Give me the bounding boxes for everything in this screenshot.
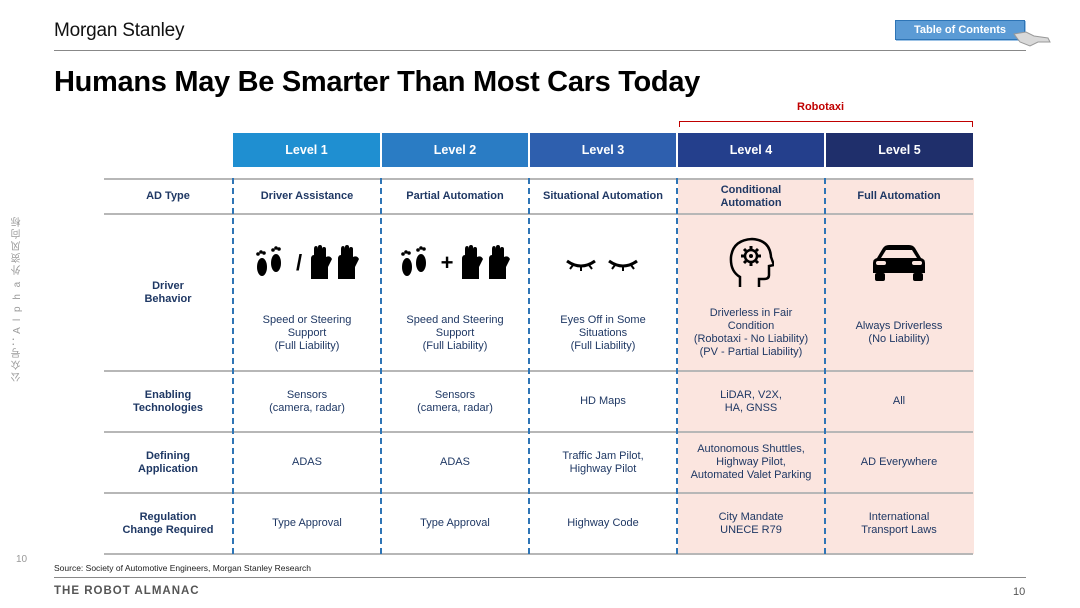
column-divider xyxy=(824,178,826,554)
enabling-tech-cell: Sensors (camera, radar) xyxy=(269,388,345,414)
hands-icon xyxy=(311,245,360,279)
robotaxi-label: Robotaxi xyxy=(797,101,845,113)
robotaxi-highlight xyxy=(678,178,974,554)
enabling-tech-cell: Sensors (camera, radar) xyxy=(417,388,493,414)
feet-icon xyxy=(256,246,281,276)
application-cell: ADAS xyxy=(292,456,322,468)
level-5-icons xyxy=(825,238,973,288)
car-icon xyxy=(873,245,925,281)
enabling-tech-cell: HD Maps xyxy=(580,395,626,407)
bottom-divider xyxy=(54,577,1026,578)
level-1-header: Level 1 xyxy=(233,133,380,167)
column-divider xyxy=(380,178,382,554)
level-3-icons xyxy=(529,238,677,288)
footer-title: THE ROBOT ALMANAC xyxy=(54,585,200,597)
feet-icon xyxy=(400,246,426,276)
driver-behavior-cell: Speed and Steering Support (Full Liabili… xyxy=(406,313,504,352)
row-divider xyxy=(104,431,973,433)
application-cell: Autonomous Shuttles, Highway Pilot, Auto… xyxy=(690,443,812,481)
table-of-contents-button[interactable]: Table of Contents xyxy=(895,20,1025,40)
row-divider xyxy=(104,492,973,494)
ad-type-cell: Conditional Automation xyxy=(720,183,782,209)
separator-plus: + xyxy=(440,250,454,275)
driver-behavior-cell: Always Driverless (No Liability) xyxy=(855,320,943,345)
row-divider xyxy=(104,553,973,555)
enabling-tech-cell: All xyxy=(892,395,906,407)
brain-gear-icon xyxy=(729,237,774,287)
page-number: 10 xyxy=(1013,586,1026,598)
column-divider xyxy=(676,178,678,554)
ad-type-cell: Full Automation xyxy=(857,190,941,202)
row-label-defining-application: Defining Application xyxy=(138,449,198,475)
regulation-cell: Type Approval xyxy=(272,517,342,529)
regulation-cell: Highway Code xyxy=(567,517,639,529)
robotaxi-bracket xyxy=(679,121,973,127)
level-4-header: Level 4 xyxy=(678,133,824,167)
enabling-tech-cell: LiDAR, V2X, HA, GNSS xyxy=(720,388,782,414)
column-divider xyxy=(232,178,234,554)
source-note: Source: Society of Automotive Engineers,… xyxy=(54,563,312,573)
application-cell: AD Everywhere xyxy=(860,456,938,468)
application-cell: Traffic Jam Pilot, Highway Pilot xyxy=(562,449,644,475)
brand-logo: Morgan Stanley xyxy=(54,20,185,41)
driver-behavior-cell: Speed or Steering Support (Full Liabilit… xyxy=(262,313,352,352)
separator-slash: / xyxy=(295,250,303,275)
level-2-icons: + xyxy=(381,238,529,288)
row-divider xyxy=(104,213,973,215)
driver-behavior-cell: Eyes Off in Some Situations (Full Liabil… xyxy=(560,313,646,352)
ad-type-cell: Partial Automation xyxy=(406,190,504,202)
hands-icon xyxy=(462,245,511,279)
regulation-cell: City Mandate UNECE R79 xyxy=(718,510,784,536)
ad-type-cell: Situational Automation xyxy=(543,190,663,202)
column-divider xyxy=(528,178,530,554)
closed-eyes-icon xyxy=(566,259,638,271)
level-4-icons xyxy=(677,237,825,288)
ad-type-cell: Driver Assistance xyxy=(260,190,354,202)
top-divider xyxy=(54,50,1026,51)
row-label-ad-type: AD Type xyxy=(146,190,190,202)
application-cell: ADAS xyxy=(440,456,470,468)
page-number-left: 10 xyxy=(16,554,28,565)
side-watermark: 公众号：A l p h a 外资风向标 xyxy=(12,215,23,382)
row-label-driver-behavior: Driver Behavior xyxy=(144,279,192,305)
level-1-icons: / xyxy=(233,238,381,288)
regulation-cell: International Transport Laws xyxy=(861,510,937,536)
hand-pointer-icon xyxy=(1013,31,1051,47)
level-5-header: Level 5 xyxy=(826,133,973,167)
row-divider xyxy=(104,178,973,180)
driver-behavior-cell: Driverless in Fair Condition (Robotaxi -… xyxy=(693,307,809,358)
row-label-enabling-technologies: Enabling Technologies xyxy=(132,388,204,414)
level-3-header: Level 3 xyxy=(530,133,676,167)
row-label-regulation: Regulation Change Required xyxy=(122,510,214,536)
level-2-header: Level 2 xyxy=(382,133,528,167)
regulation-cell: Type Approval xyxy=(420,517,490,529)
row-divider xyxy=(104,370,973,372)
page-title: Humans May Be Smarter Than Most Cars Tod… xyxy=(54,66,700,98)
